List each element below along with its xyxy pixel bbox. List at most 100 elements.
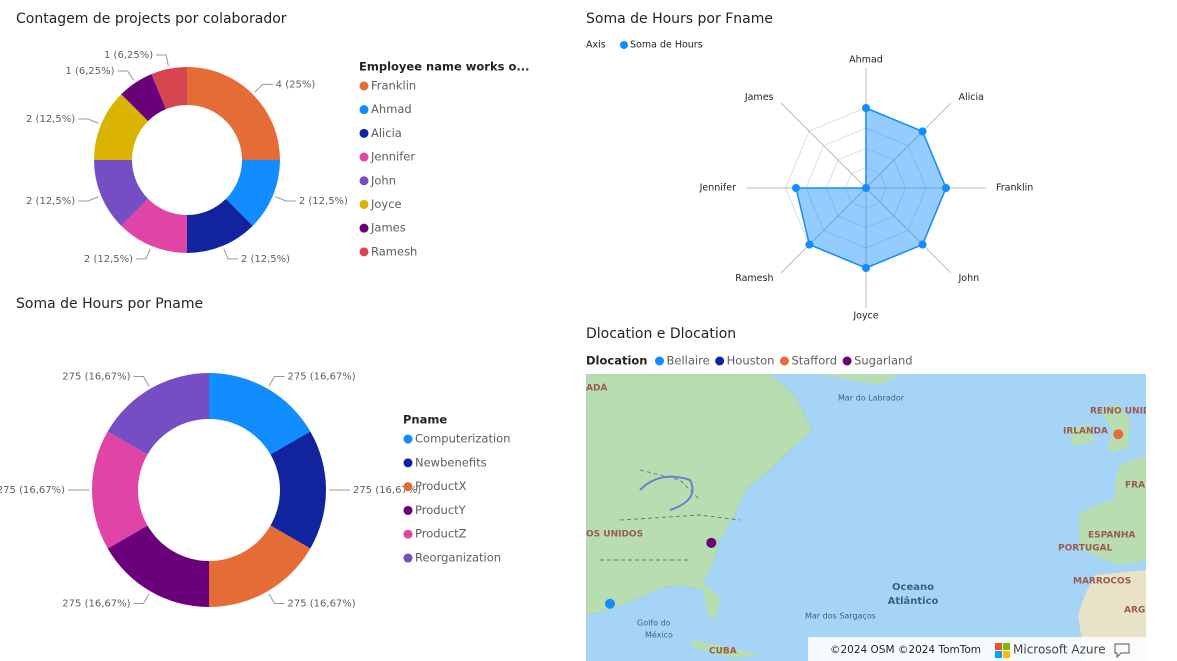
legend-label: Stafford	[791, 354, 837, 368]
donut-slice	[94, 160, 149, 226]
legend-marker	[655, 356, 664, 366]
donut-slice	[91, 431, 148, 549]
land-florida	[700, 580, 720, 620]
map-area	[586, 374, 1146, 661]
legend-title: Pname	[403, 413, 447, 427]
legend-marker	[359, 176, 369, 186]
radar-point	[862, 264, 870, 272]
land-greenland	[820, 374, 900, 385]
data-label: 2 (12,5%)	[299, 196, 348, 207]
legend-marker	[715, 356, 725, 366]
legend-label: Ramesh	[371, 244, 417, 258]
leader-line	[268, 376, 285, 387]
place-label: Oceano	[892, 582, 934, 593]
leader-line	[78, 118, 99, 124]
legend-label: Sugarland	[854, 354, 913, 368]
data-label: 4 (25%)	[276, 79, 316, 90]
place-label: FRA	[1125, 481, 1145, 491]
place-label: ADÁ	[586, 382, 607, 394]
leader-line	[254, 83, 273, 93]
radar-axis	[865, 187, 952, 274]
donut-slice	[107, 525, 209, 607]
legend-label: ProductX	[415, 479, 467, 493]
axis-label: Alicia	[959, 92, 984, 103]
land-cuba	[690, 640, 760, 658]
legend-label: Reorganization	[415, 551, 501, 565]
donut-slice	[94, 94, 149, 160]
data-label: 1 (6,25%)	[65, 66, 114, 77]
data-label: 275 (16,67%)	[288, 598, 356, 609]
leader-line	[133, 376, 150, 387]
legend-label: John	[370, 173, 396, 187]
logo-square	[995, 643, 1002, 650]
donut-slice	[187, 198, 253, 253]
axis-label: James	[744, 92, 774, 103]
place-label: Golfo do	[637, 619, 671, 628]
radar-point	[792, 184, 800, 192]
legend-label: Joyce	[370, 197, 402, 211]
map-labels: ADÁ Mar do Labrador REINO UNIDO IRLANDA FRA E…	[586, 382, 1146, 657]
legend-label: Franklin	[371, 78, 416, 92]
data-label: 2 (12,5%)	[241, 254, 290, 265]
legend-label: Ahmad	[371, 102, 412, 116]
data-label: 2 (12,5%)	[84, 254, 133, 265]
logo-square	[1003, 651, 1010, 658]
donut-slice	[209, 373, 311, 455]
axis-label: Joyce	[852, 311, 878, 322]
legend-marker	[403, 458, 413, 468]
data-label: 2 (12,5%)	[26, 114, 75, 125]
feedback-icon[interactable]	[1114, 643, 1130, 659]
legend-label: Houston	[727, 354, 775, 368]
legend-marker	[359, 128, 369, 138]
legend-label: ProductY	[415, 503, 467, 517]
land-ireland	[1070, 424, 1094, 446]
axis-label: John	[958, 273, 980, 284]
legend-title: Employee name works o...	[359, 60, 529, 74]
axis-label: Ahmad	[849, 55, 883, 66]
donut-slice	[209, 525, 311, 607]
radar-axis	[780, 102, 867, 189]
legend-label: James	[370, 221, 406, 235]
chart-title: Soma de Hours por Pname	[16, 296, 203, 312]
place-label: ESPANHA	[1088, 531, 1135, 541]
leader-line	[156, 54, 169, 66]
place-label: Mar do Labrador	[838, 394, 905, 403]
donut-slice	[121, 74, 166, 122]
axis-label: Jennifer	[699, 183, 737, 194]
leader-line	[78, 196, 99, 202]
data-label: 275 (16,67%)	[0, 485, 65, 496]
radar-point	[918, 240, 927, 249]
place-label: ARG	[1124, 606, 1145, 616]
place-label: Atlântico	[888, 595, 939, 607]
donut-slice	[121, 198, 187, 253]
legend-marker	[359, 81, 369, 91]
radar-point	[918, 127, 927, 136]
place-label: OS UNIDOS	[586, 530, 643, 540]
data-label: 1 (6,25%)	[104, 50, 153, 61]
logo-square	[995, 651, 1002, 658]
land-britain	[1100, 404, 1130, 452]
radar-point	[942, 184, 950, 192]
attribution: ©2024 OSM ©2024 TomTom	[830, 644, 981, 656]
chart-title: Contagem de projects por colaborador	[16, 11, 287, 27]
legend-label: Alicia	[371, 126, 402, 140]
legend-label: ProductZ	[415, 527, 467, 541]
place-label: IRLANDA	[1063, 427, 1108, 437]
legend-marker	[403, 434, 413, 444]
legend-title: Dlocation	[586, 354, 648, 368]
legend-marker	[842, 356, 852, 366]
data-label: 275 (16,67%)	[288, 372, 356, 383]
great-lakes	[639, 475, 694, 511]
leader-line	[268, 593, 285, 604]
place-label: PORTUGAL	[1058, 544, 1113, 554]
data-label: 2 (12,5%)	[26, 196, 75, 207]
legend-marker	[403, 505, 413, 515]
leader-line	[275, 196, 296, 202]
legend-marker	[620, 41, 628, 49]
radar-axis	[865, 102, 952, 189]
legend-title: Axis	[586, 40, 606, 51]
data-label: 275 (16,67%)	[353, 485, 421, 496]
axis-label: Ramesh	[735, 273, 773, 284]
map-point	[706, 537, 717, 548]
attribution-bar	[808, 637, 1146, 661]
